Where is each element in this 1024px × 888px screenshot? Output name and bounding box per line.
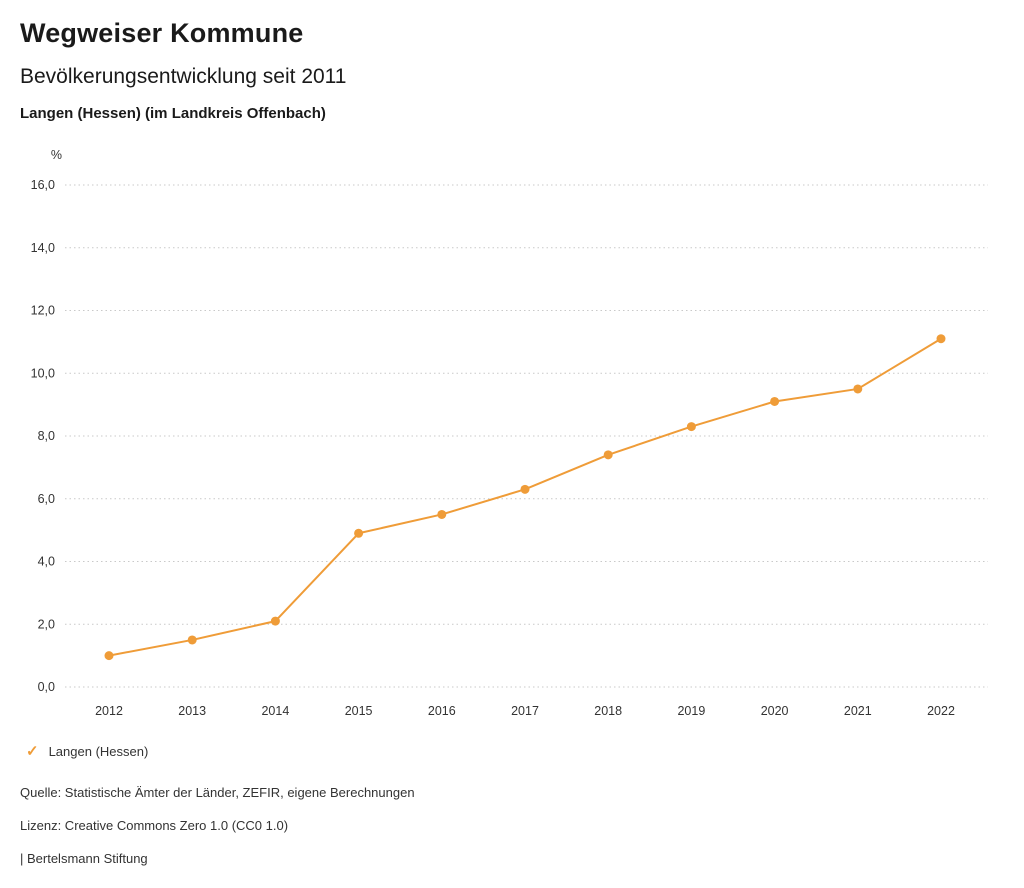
x-tick-label: 2012	[95, 704, 123, 718]
source-text: Quelle: Statistische Ämter der Länder, Z…	[20, 785, 415, 800]
data-point-2021[interactable]	[853, 384, 863, 394]
data-point-2017[interactable]	[520, 484, 530, 494]
legend-item-langen[interactable]: ✓ Langen (Hessen)	[26, 744, 148, 759]
y-tick-label: 16,0	[31, 178, 55, 192]
x-tick-label: 2019	[677, 704, 705, 718]
x-tick-label: 2014	[261, 704, 289, 718]
x-tick-label: 2016	[428, 704, 456, 718]
x-tick-label: 2017	[511, 704, 539, 718]
y-tick-label: 6,0	[38, 492, 55, 506]
data-point-2016[interactable]	[437, 509, 447, 519]
y-axis-unit-label: %	[51, 148, 62, 162]
x-tick-label: 2013	[178, 704, 206, 718]
header: Wegweiser Kommune Bevölkerungsentwicklun…	[0, 0, 1024, 122]
data-point-2014[interactable]	[270, 616, 280, 626]
x-tick-label: 2021	[844, 704, 872, 718]
legend-check-icon: ✓	[26, 743, 39, 760]
y-tick-label: 14,0	[31, 241, 55, 255]
x-tick-label: 2022	[927, 704, 955, 718]
data-point-2018[interactable]	[603, 450, 613, 460]
data-point-2012[interactable]	[104, 651, 114, 661]
chart-location-subtitle: Langen (Hessen) (im Landkreis Offenbach)	[20, 105, 326, 122]
license-text: Lizenz: Creative Commons Zero 1.0 (CC0 1…	[20, 818, 289, 833]
y-tick-label: 2,0	[38, 617, 55, 631]
x-tick-label: 2015	[345, 704, 373, 718]
data-point-2022[interactable]	[936, 334, 946, 344]
y-tick-label: 4,0	[38, 555, 55, 569]
y-tick-label: 0,0	[38, 680, 55, 694]
attribution-text: | Bertelsmann Stiftung	[20, 851, 148, 866]
chart-area: % 0,0 2,0 4,0 6,0 8,0 10,0 12,0 14,0 16,0 2012 2013…	[0, 140, 1024, 735]
data-point-2015[interactable]	[354, 528, 364, 538]
y-tick-label: 10,0	[31, 366, 55, 380]
series-line	[108, 337, 942, 657]
data-point-2020[interactable]	[770, 396, 780, 406]
y-tick-label: 8,0	[38, 429, 55, 443]
legend-label: Langen (Hessen)	[48, 744, 149, 759]
footer: Quelle: Statistische Ämter der Länder, Z…	[20, 785, 1000, 884]
population-line-chart: % 0,0 2,0 4,0 6,0 8,0 10,0 12,0 14,0 16,0 2012 2013…	[31, 148, 988, 718]
x-tick-label: 2018	[594, 704, 622, 718]
page-title: Wegweiser Kommune	[20, 18, 304, 48]
y-tick-label: 12,0	[31, 304, 55, 318]
x-tick-label: 2020	[761, 704, 789, 718]
data-point-2013[interactable]	[187, 635, 197, 645]
data-point-2019[interactable]	[686, 422, 696, 432]
chart-title: Bevölkerungsentwicklung seit 2011	[20, 65, 347, 88]
